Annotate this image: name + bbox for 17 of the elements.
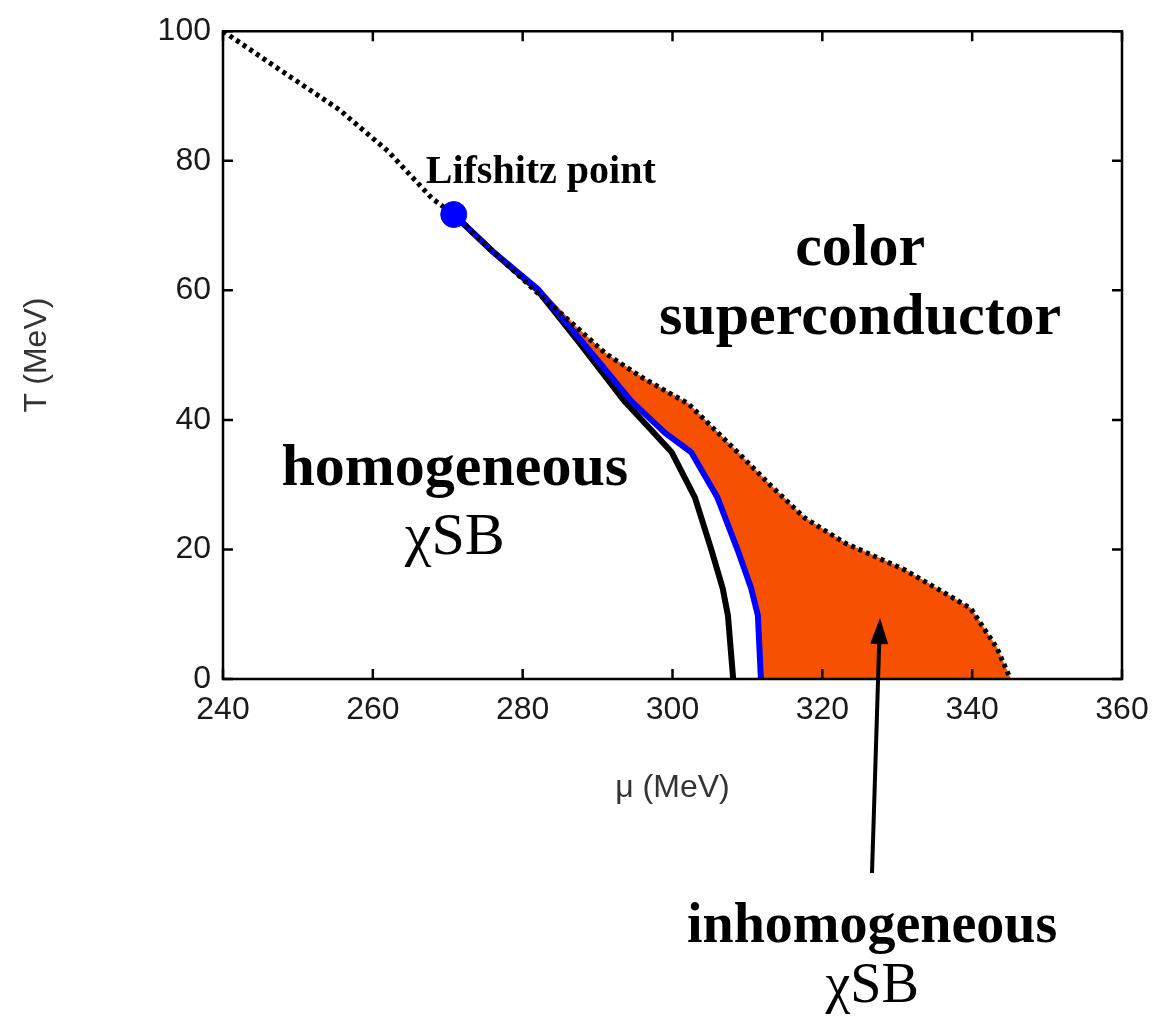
text: inhomogeneous χSB (687, 892, 1058, 1015)
annotation: Lifshitz point (425, 146, 656, 193)
x-tick-label: 360 (1095, 690, 1149, 727)
x-tick-label: 300 (645, 690, 700, 727)
y-tick-label: 60 (175, 270, 211, 307)
x-tick-label: 320 (795, 690, 850, 727)
x-tick-label: 260 (346, 690, 400, 727)
x-tick-label: 340 (945, 690, 999, 727)
y-tick-label: 100 (157, 11, 211, 48)
x-axis-title: μ (MeV) (615, 767, 730, 804)
y-tick-label: 80 (175, 140, 211, 177)
annotation: homogeneous χSB (281, 431, 629, 569)
y-tick-label: 40 (175, 399, 211, 436)
annotation: color superconductor (659, 211, 1062, 349)
x-tick-label: 280 (495, 690, 550, 727)
y-axis-title: T (MeV) (17, 297, 54, 413)
y-tick-label: 20 (175, 529, 211, 566)
